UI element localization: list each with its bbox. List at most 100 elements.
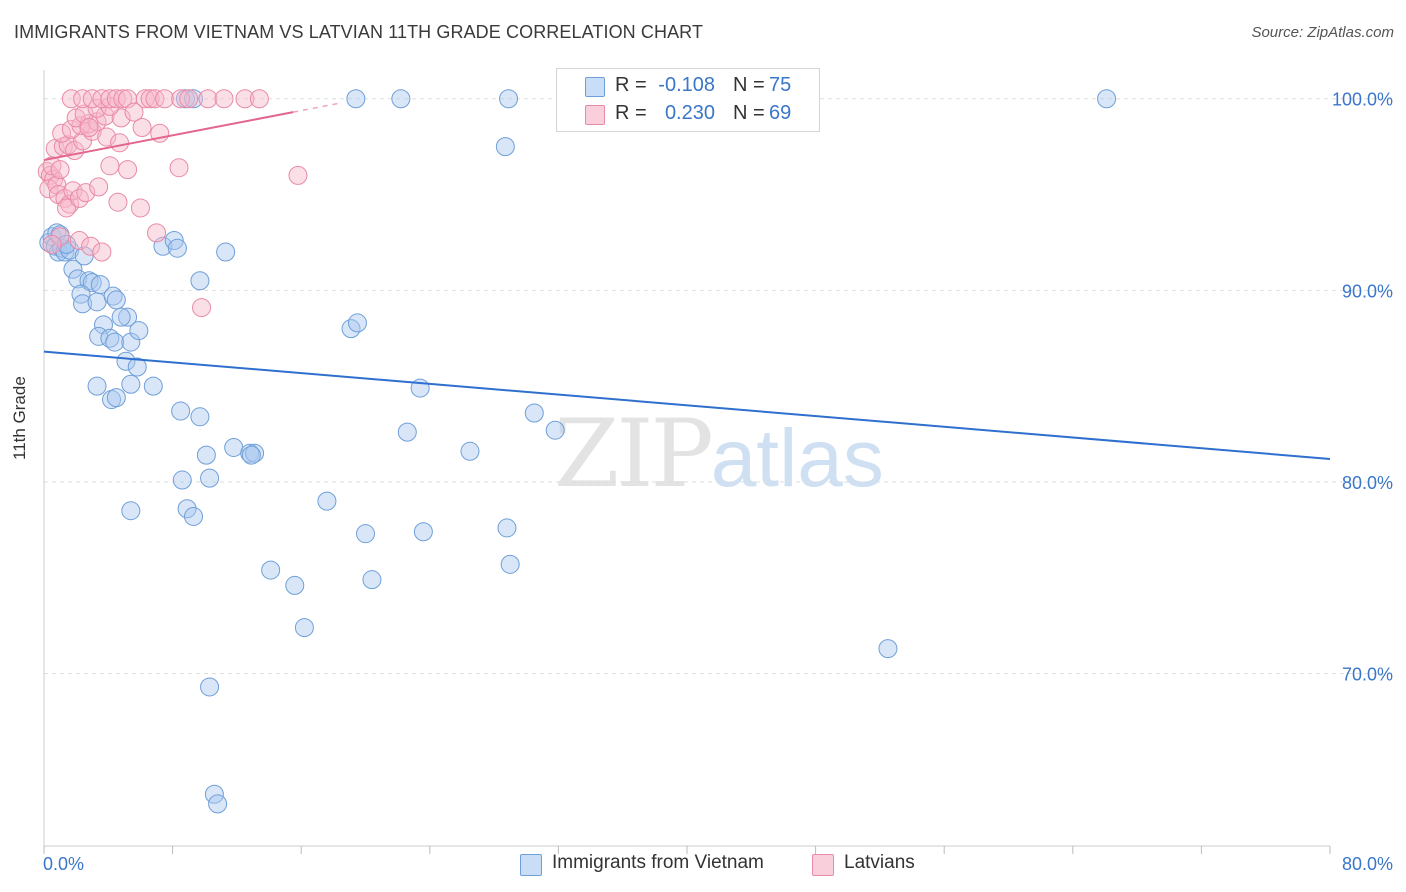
- vietnam-point: [82, 273, 102, 293]
- vietnam-trend-line: [43, 350, 1331, 460]
- watermark-zip: ZIP: [554, 400, 714, 509]
- vietnam-point: [105, 332, 125, 352]
- stats-row-vietnam: R = -0.108 N = 75: [557, 72, 819, 100]
- latvian-point: [192, 298, 212, 318]
- latvian-point: [169, 158, 189, 178]
- vietnam-point: [224, 437, 244, 457]
- vietnam-point: [129, 321, 149, 341]
- latvian-point: [214, 89, 234, 109]
- latvians-swatch: [585, 105, 605, 125]
- r-label: R =: [615, 74, 647, 96]
- latvian-point: [124, 102, 144, 122]
- vietnam-point: [90, 275, 110, 295]
- latvian-point: [140, 89, 160, 109]
- vietnam-point: [413, 522, 433, 542]
- n-label: N =: [733, 102, 765, 124]
- vietnam-point: [524, 403, 544, 423]
- latvian-point: [130, 198, 150, 218]
- vietnam-point: [356, 524, 375, 544]
- latvian-point: [52, 123, 72, 143]
- vietnam-point: [196, 445, 216, 465]
- latvian-point: [42, 234, 62, 254]
- latvian-point: [135, 89, 155, 109]
- latvian-point: [110, 133, 130, 153]
- latvian-point: [108, 192, 128, 212]
- latvian-point: [113, 89, 133, 109]
- vietnam-point: [285, 575, 305, 595]
- latvian-trend-line: [43, 111, 294, 162]
- latvian-point: [89, 177, 109, 197]
- vietnam-point: [216, 242, 236, 262]
- n-label: N =: [733, 74, 765, 96]
- vietnam-legend-swatch: [520, 854, 542, 876]
- y-tick-label: 70.0%: [1342, 665, 1393, 685]
- r-value: 0.230: [664, 102, 715, 124]
- vietnam-point: [208, 794, 228, 814]
- y-tick-label: 80.0%: [1342, 473, 1393, 493]
- n-value: 69: [769, 102, 792, 124]
- vietnam-point: [172, 470, 192, 490]
- vietnam-point: [346, 89, 366, 109]
- vietnam-point: [347, 313, 367, 333]
- vietnam-point: [106, 388, 126, 408]
- x-tick-label: 80.0%: [1342, 854, 1393, 874]
- r-value: -0.108: [658, 74, 715, 96]
- vietnam-point: [317, 491, 337, 511]
- y-tick-label: 100.0%: [1332, 90, 1393, 110]
- vietnam-point: [121, 374, 141, 394]
- vietnam-point: [495, 137, 515, 157]
- vietnam-point: [200, 468, 220, 488]
- vietnam-point: [545, 420, 565, 440]
- stats-legend: R = -0.108 N = 75 R = 0.230 N = 69: [556, 68, 820, 132]
- vietnam-point: [177, 499, 197, 519]
- vietnam-point: [164, 231, 184, 251]
- vietnam-point: [106, 290, 126, 310]
- latvian-point: [132, 117, 152, 137]
- vietnam-point: [57, 234, 77, 254]
- vietnam-point: [183, 506, 203, 526]
- latvian-point: [147, 223, 167, 243]
- latvian-point: [92, 89, 112, 109]
- vietnam-point: [171, 401, 191, 421]
- latvian-point: [76, 183, 96, 203]
- latvian-point: [61, 89, 81, 109]
- latvian-point: [50, 160, 70, 180]
- vietnam-point: [121, 332, 141, 352]
- vietnam-point: [143, 376, 163, 396]
- vietnam-point: [261, 560, 281, 580]
- latvian-trend-extension: [293, 102, 342, 113]
- vietnam-swatch: [585, 77, 605, 97]
- vietnam-point: [391, 89, 411, 109]
- latvian-point: [249, 89, 269, 109]
- r-label: R =: [615, 102, 647, 124]
- vietnam-point: [73, 294, 93, 314]
- vietnam-point: [118, 307, 138, 327]
- vietnam-point: [127, 357, 147, 377]
- x-tick-label: 0.0%: [43, 854, 84, 874]
- latvian-point: [57, 198, 77, 218]
- latvian-point: [100, 156, 120, 176]
- latvian-point: [198, 89, 218, 109]
- vietnam-point: [294, 618, 314, 638]
- watermark-atlas: atlas: [710, 413, 884, 504]
- latvian-point: [179, 89, 199, 109]
- latvian-point: [145, 89, 165, 109]
- latvian-point: [73, 89, 93, 109]
- chart-title: IMMIGRANTS FROM VIETNAM VS LATVIAN 11TH …: [14, 22, 704, 42]
- latvian-point: [106, 89, 126, 109]
- vietnam-point: [499, 89, 519, 109]
- latvian-point: [79, 117, 99, 137]
- n-value: 75: [769, 74, 792, 96]
- latvian-point: [81, 236, 101, 256]
- legend-label-latvians: Latvians: [844, 852, 915, 873]
- latvian-point: [50, 227, 70, 247]
- vietnam-point: [500, 554, 520, 574]
- vietnam-point: [878, 639, 898, 659]
- vietnam-point: [87, 376, 107, 396]
- latvian-point: [97, 127, 117, 147]
- vietnam-point: [200, 677, 220, 697]
- latvian-point: [69, 231, 89, 251]
- latvian-point: [92, 242, 112, 262]
- latvian-point: [118, 160, 138, 180]
- vietnam-point: [63, 259, 83, 279]
